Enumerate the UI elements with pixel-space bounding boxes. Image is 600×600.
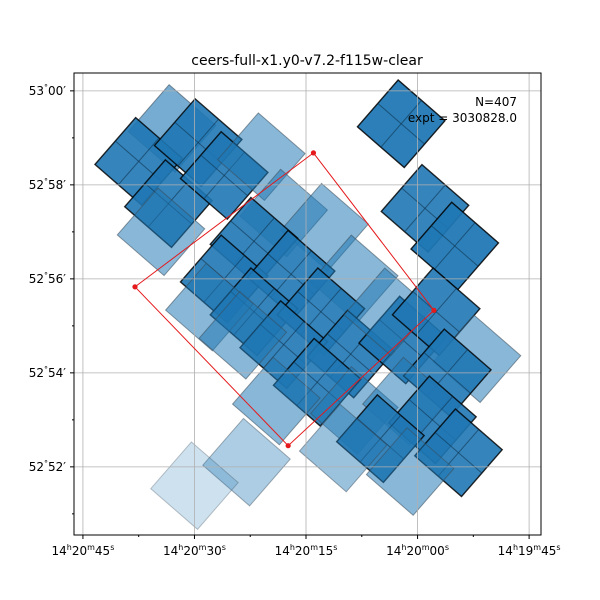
exposure-tile-rect [231,356,321,446]
exposure-tile-rect [298,403,388,493]
x-tick-value: 14 [163,544,178,558]
y-tick-degrees: 52 [29,460,44,474]
plot-content [74,73,541,535]
y-tick-label: 53°00′ [29,83,67,98]
y-tick-degree-sign: ° [44,177,48,186]
y-tick-degree-sign: ° [44,365,48,374]
x-tick-value: 30 [206,544,221,558]
exposure-tile [116,187,206,277]
exposure-tile-seam [434,432,483,474]
x-tick-label: 14h19m45s [498,543,561,558]
x-tick-label: 14h20m45s [51,543,114,558]
exposure-tile [198,290,288,380]
x-tick-unit: h [178,543,183,552]
exposure-tile-seam [412,291,460,333]
exposure-tile-rect [365,427,455,516]
x-tick-value: 15 [318,544,333,558]
x-tick-unit: m [199,543,207,552]
y-tick-degree-sign: ° [44,271,48,280]
x-tick-unit: s [556,543,560,552]
y-tick-degree-sign: ° [44,83,48,92]
x-tick-unit: h [401,543,406,552]
exposure-tile-rect [202,417,291,507]
plot-area: 14h20m45s 14h20m30s 14h20m15s 14h20m00s 14h1… [29,72,561,558]
x-tick-label: 14h20m00s [386,543,449,558]
y-tick-label: 52°58′ [29,177,67,192]
n-annotation: N=407 [475,95,517,109]
y-tick-arcmin: 00′ [48,84,66,98]
exposure-tile-rect [198,290,288,380]
x-tick-value: 00 [430,544,445,558]
exposure-tile [365,427,455,516]
x-tick-value: 14 [498,544,513,558]
y-tick-degrees: 52 [29,178,44,192]
x-tick-unit: m [310,543,318,552]
x-tick-unit: s [222,543,226,552]
y-tick-arcmin: 56′ [48,272,66,286]
y-tick-arcmin: 54′ [48,366,66,380]
x-tick-value: 19 [518,544,533,558]
x-tick-unit: s [333,543,337,552]
x-tick-unit: m [533,543,541,552]
exposure-tile-seam [200,154,248,197]
footprint-vertex [132,284,138,290]
y-tick-degree-sign: ° [44,459,48,468]
x-tick-unit: h [513,543,518,552]
y-tick-arcmin: 58′ [48,178,66,192]
exposure-tile [231,356,321,446]
exposure-tile [202,417,291,507]
x-tick-label: 14h20m15s [275,543,338,558]
x-tick-unit: h [67,543,72,552]
x-tick-value: 45 [541,544,556,558]
x-tick-unit: s [110,543,114,552]
x-tick-unit: m [422,543,430,552]
exposure-tile [298,403,388,493]
exposure-tile-seam [326,333,375,375]
footprint-vertex [431,307,437,313]
exposure-tile-rect [116,187,206,277]
x-tick-value: 14 [275,544,290,558]
x-tick-unit: s [445,543,449,552]
x-tick-value: 20 [295,544,310,558]
x-tick-value: 45 [95,544,110,558]
y-tick-degrees: 52 [29,272,44,286]
x-tick-value: 20 [72,544,87,558]
y-tick-arcmin: 52′ [48,460,66,474]
x-tick-value: 20 [183,544,198,558]
exposure-tile-seam [377,103,425,145]
y-tick-label: 52°54′ [29,365,67,380]
y-tick-degrees: 53 [29,84,44,98]
x-tick-unit: h [290,543,295,552]
x-tick-unit: m [87,543,95,552]
x-tick-value: 14 [386,544,401,558]
y-tick-degrees: 52 [29,366,44,380]
x-tick-label: 14h20m30s [163,543,226,558]
chart-title: ceers-full-x1.y0-v7.2-f115w-clear [191,53,423,69]
footprint-vertex [285,443,291,449]
exposure-tile [356,79,446,169]
x-tick-value: 20 [406,544,421,558]
plot-frame [73,72,542,536]
y-tick-label: 52°56′ [29,271,67,286]
exposure-tile-seam [431,225,479,267]
y-tick-label: 52°52′ [29,459,67,474]
footprint-vertex [310,150,317,156]
expt-annotation: expt = 3030828.0 [408,111,517,125]
x-tick-value: 14 [51,544,66,558]
